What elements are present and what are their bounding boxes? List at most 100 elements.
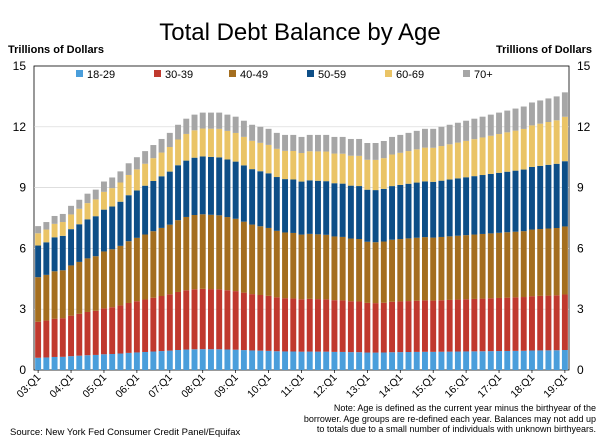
bar-segment bbox=[438, 180, 445, 237]
bar-stack bbox=[117, 171, 124, 370]
bar-segment bbox=[240, 165, 247, 222]
bar-segment bbox=[76, 355, 83, 370]
bar-stack bbox=[347, 138, 354, 370]
bar-segment bbox=[257, 126, 264, 143]
bar-segment bbox=[471, 118, 478, 140]
bar-segment bbox=[422, 181, 428, 238]
bar-stack bbox=[43, 222, 50, 370]
bar-segment bbox=[265, 173, 272, 228]
bar-segment bbox=[331, 351, 338, 370]
bar-segment bbox=[331, 153, 338, 184]
bar-segment bbox=[512, 297, 519, 351]
bar-stack bbox=[364, 143, 371, 370]
x-tick-label: 15:Q1 bbox=[410, 372, 439, 401]
bar-segment bbox=[504, 171, 511, 233]
bar-segment bbox=[240, 292, 247, 351]
bar-segment bbox=[208, 156, 214, 215]
bar-segment bbox=[454, 351, 461, 370]
legend-label: 30-39 bbox=[165, 69, 193, 81]
bar-segment bbox=[529, 125, 535, 167]
bar-segment bbox=[545, 350, 552, 370]
bar-segment bbox=[347, 352, 354, 370]
bar-segment bbox=[315, 134, 321, 152]
bar-stack bbox=[232, 116, 239, 370]
bar-segment bbox=[117, 245, 124, 306]
bar-segment bbox=[405, 301, 412, 353]
bar-segment bbox=[446, 236, 453, 300]
bar-segment bbox=[331, 236, 338, 301]
bar-stack bbox=[356, 138, 363, 370]
bar-segment bbox=[471, 234, 478, 299]
bar-segment bbox=[216, 289, 223, 350]
bar-segment bbox=[520, 128, 527, 170]
bar-segment bbox=[561, 116, 568, 162]
bar-segment bbox=[142, 234, 149, 300]
bar-segment bbox=[133, 169, 140, 191]
bar-stack bbox=[158, 138, 165, 370]
bar-segment bbox=[224, 114, 231, 131]
bar-segment bbox=[68, 265, 75, 316]
bar-segment bbox=[191, 289, 198, 350]
bar-segment bbox=[43, 274, 50, 321]
bar-segment bbox=[59, 235, 66, 271]
bar-stack bbox=[199, 112, 206, 370]
bar-segment bbox=[422, 128, 428, 148]
bar-segment bbox=[561, 226, 568, 295]
bar-stack bbox=[512, 108, 519, 370]
bar-segment bbox=[183, 160, 190, 217]
x-tick-label: 08:Q1 bbox=[179, 372, 208, 401]
bar-segment bbox=[92, 189, 99, 200]
bar-segment bbox=[537, 350, 544, 370]
bar-segment bbox=[51, 356, 58, 370]
y-tick-label-right: 3 bbox=[577, 302, 584, 316]
bar-segment bbox=[273, 351, 280, 370]
bar-segment bbox=[43, 229, 50, 243]
bar-segment bbox=[356, 155, 363, 187]
bar-segment bbox=[191, 114, 198, 131]
chart-source: Source: New York Fed Consumer Credit Pan… bbox=[10, 427, 240, 438]
bar-segment bbox=[306, 298, 313, 352]
bar-segment bbox=[68, 315, 75, 357]
bar-segment bbox=[446, 299, 453, 352]
bar-segment bbox=[290, 150, 297, 180]
bar-segment bbox=[109, 307, 116, 354]
y-tick-label-right: 12 bbox=[577, 120, 591, 134]
bar-segment bbox=[454, 299, 461, 352]
bar-segment bbox=[323, 151, 330, 182]
bar-segment bbox=[117, 171, 124, 183]
bar-segment bbox=[92, 216, 99, 257]
bar-segment bbox=[232, 132, 239, 162]
bar-segment bbox=[438, 126, 445, 147]
bar-segment bbox=[199, 288, 206, 350]
bar-segment bbox=[158, 152, 165, 177]
bar-segment bbox=[224, 130, 231, 160]
bar-segment bbox=[290, 351, 297, 370]
bar-segment bbox=[290, 232, 297, 299]
bar-stack bbox=[68, 205, 75, 370]
bar-segment bbox=[158, 351, 165, 370]
bar-segment bbox=[446, 351, 453, 370]
bar-segment bbox=[43, 222, 50, 230]
bar-segment bbox=[380, 352, 387, 370]
bar-segment bbox=[520, 350, 527, 370]
bar-segment bbox=[430, 300, 437, 352]
bar-segment bbox=[51, 223, 58, 238]
bar-segment bbox=[331, 300, 338, 352]
bar-stack bbox=[265, 128, 272, 370]
bar-segment bbox=[142, 185, 149, 235]
bar-stack bbox=[405, 132, 412, 370]
bar-segment bbox=[183, 133, 190, 161]
bar-segment bbox=[84, 203, 91, 220]
bar-segment bbox=[479, 175, 486, 234]
bar-segment bbox=[529, 229, 535, 297]
bar-stack bbox=[142, 151, 149, 370]
bar-segment bbox=[397, 239, 404, 302]
bar-segment bbox=[216, 112, 223, 129]
y-ticks-right: 0 3 6 9 12 15 bbox=[577, 59, 591, 377]
bar-segment bbox=[257, 294, 264, 351]
bar-segment bbox=[454, 178, 461, 236]
bar-segment bbox=[199, 349, 206, 370]
legend-swatch bbox=[154, 70, 161, 77]
bar-segment bbox=[537, 165, 544, 230]
